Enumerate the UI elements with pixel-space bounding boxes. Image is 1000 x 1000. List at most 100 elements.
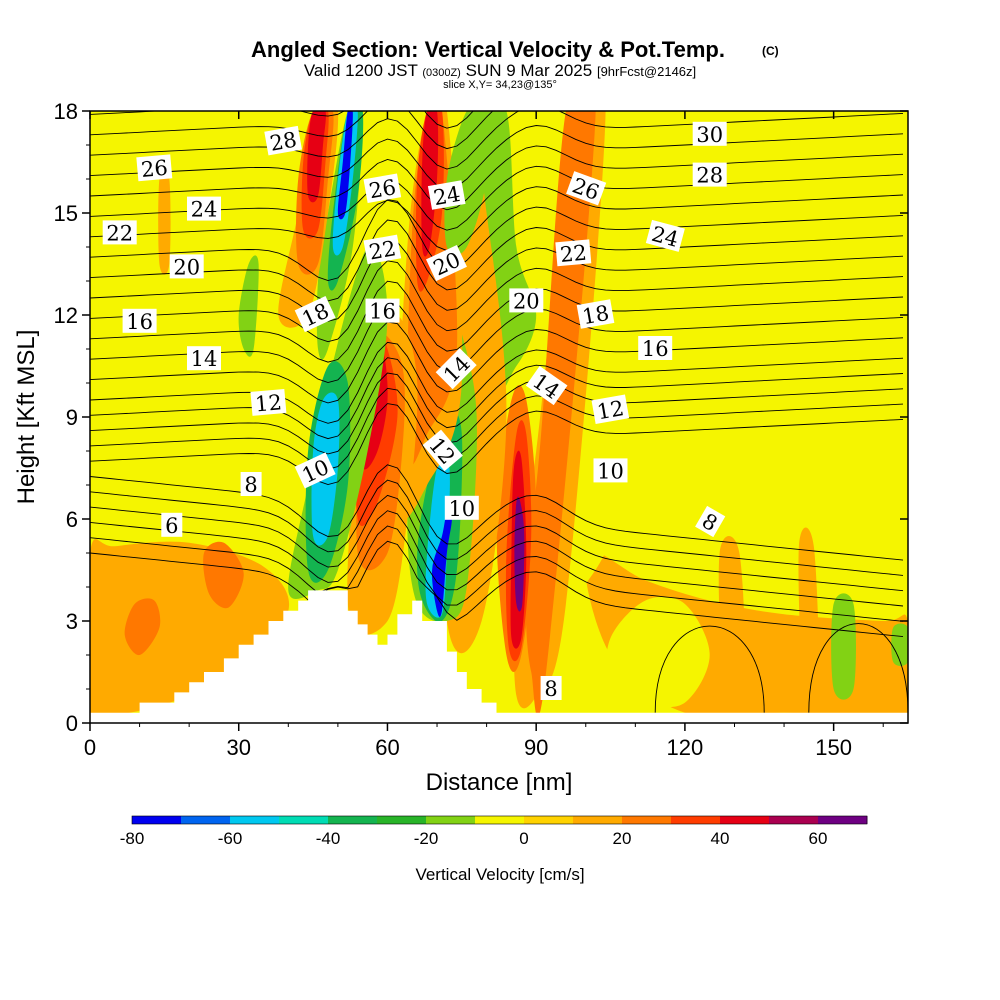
velocity-region: [514, 496, 525, 612]
velocity-region: [124, 598, 161, 656]
theta-label-box: [169, 254, 204, 279]
theta-label-box: [187, 196, 221, 221]
theta-label: 12: [250, 388, 287, 417]
theta-label: 24: [187, 196, 221, 222]
theta-label-box: [365, 298, 400, 323]
colorbar-bin: [573, 816, 623, 824]
theta-label-box: [187, 346, 221, 371]
y-tick-label: 9: [66, 405, 78, 430]
x-tick-label: 150: [815, 735, 852, 760]
colorbar-bin: [475, 816, 525, 824]
theta-label: 12: [591, 394, 630, 424]
theta-contour: [90, 239, 904, 322]
theta-contour: [90, 525, 904, 622]
theta-label-box: [240, 472, 262, 496]
theta-contour: [90, 0, 903, 6]
theta-label: 26: [363, 173, 402, 203]
theta-label-box: [540, 676, 562, 700]
colorbar-bin: [671, 816, 721, 824]
colorbar-tick-label: 40: [711, 829, 730, 848]
theta-label-box: [692, 121, 727, 146]
colorbar-bin: [720, 816, 770, 824]
colorbar-frame: [131, 815, 868, 825]
theta-label-text: 20: [513, 289, 540, 313]
velocity-region: [158, 168, 171, 275]
theta-label-text: 10: [597, 459, 624, 483]
theta-contour: [90, 387, 904, 470]
subtitle-fcst: [9hrFcst@2146z]: [597, 64, 696, 79]
theta-label-text: 16: [126, 310, 153, 334]
colorbar-label: Vertical Velocity [cm/s]: [415, 865, 584, 884]
theta-label-text: 24: [432, 182, 462, 210]
theta-contour: [90, 186, 904, 252]
theta-label: 24: [645, 219, 685, 252]
colorbar-bin: [769, 816, 819, 824]
colorbar-tick-label: -20: [414, 829, 439, 848]
theta-label-text: 22: [559, 241, 588, 267]
theta-contour: [90, 145, 904, 211]
theta-contour: [90, 280, 904, 363]
colorbar-bin: [524, 816, 574, 824]
chart-title-suffix: (C): [762, 44, 779, 58]
theta-label-text: 6: [165, 514, 178, 538]
theta-label: 20: [169, 254, 204, 279]
y-tick-label: 15: [54, 201, 78, 226]
theta-label-text: 12: [595, 396, 625, 424]
theta-label: 28: [264, 125, 302, 156]
theta-label-box: [136, 154, 173, 182]
theta-label-box: [555, 239, 592, 267]
theta-label-box: [122, 308, 157, 333]
theta-label-box: [427, 180, 466, 210]
theta-label: 16: [365, 298, 400, 324]
theta-contour: [808, 623, 908, 713]
colorbar-tick-label: -40: [316, 829, 341, 848]
theta-label-box: [525, 366, 568, 406]
theta-label-box: [264, 125, 302, 156]
theta-contour: [90, 165, 904, 231]
y-tick-label: 6: [66, 507, 78, 532]
theta-label-box: [638, 336, 673, 360]
y-tick-label: 0: [66, 711, 78, 736]
theta-label: 16: [638, 336, 673, 361]
x-tick-label: 0: [84, 735, 96, 760]
x-tick-label: 30: [226, 735, 250, 760]
colorbar: -80 -60 -40 -20 0 20 40 60: [120, 815, 868, 848]
velocity-region: [718, 535, 746, 707]
colorbar-bin: [181, 816, 231, 824]
theta-label-box: [695, 505, 726, 538]
theta-contour: [90, 494, 904, 592]
theta-contour: [90, 321, 904, 404]
theta-label-text: 24: [191, 198, 218, 222]
theta-label: 16: [122, 308, 157, 334]
theta-label: 26: [136, 154, 173, 182]
x-axis: 0 30 60 90 120 150: [84, 111, 884, 760]
theta-label: 6: [161, 512, 183, 538]
theta-label: 10: [444, 495, 479, 521]
theta-label: 24: [427, 180, 466, 210]
chart-title: Angled Section: Vertical Velocity & Pot.…: [251, 37, 725, 62]
colorbar-tick-label: 60: [809, 829, 828, 848]
x-axis-label: Distance [nm]: [426, 769, 573, 796]
colorbar-bin: [230, 816, 280, 824]
theta-label: 18: [294, 296, 336, 333]
theta-label-text: 28: [268, 127, 298, 155]
theta-label: 22: [102, 220, 137, 245]
theta-label-box: [444, 495, 479, 520]
theta-label-text: 20: [173, 255, 200, 279]
theta-label: 8: [695, 505, 726, 538]
theta-contour: [90, 510, 904, 607]
y-axis: 0 3 6 9 12 15 18: [54, 99, 908, 736]
theta-contour: [90, 260, 904, 343]
chart-subtitle: Valid 1200 JST (0300Z) SUN 9 Mar 2025 [9…: [304, 61, 696, 80]
theta-label-text: 26: [140, 156, 169, 182]
colorbar-bin: [426, 816, 476, 824]
y-tick-label: 3: [66, 609, 78, 634]
theta-contour: [90, 111, 494, 150]
colorbar-bin: [377, 816, 427, 824]
theta-contour: [90, 219, 904, 302]
theta-label: 22: [363, 234, 402, 265]
velocity-region: [798, 527, 820, 715]
theta-label-box: [509, 288, 544, 313]
